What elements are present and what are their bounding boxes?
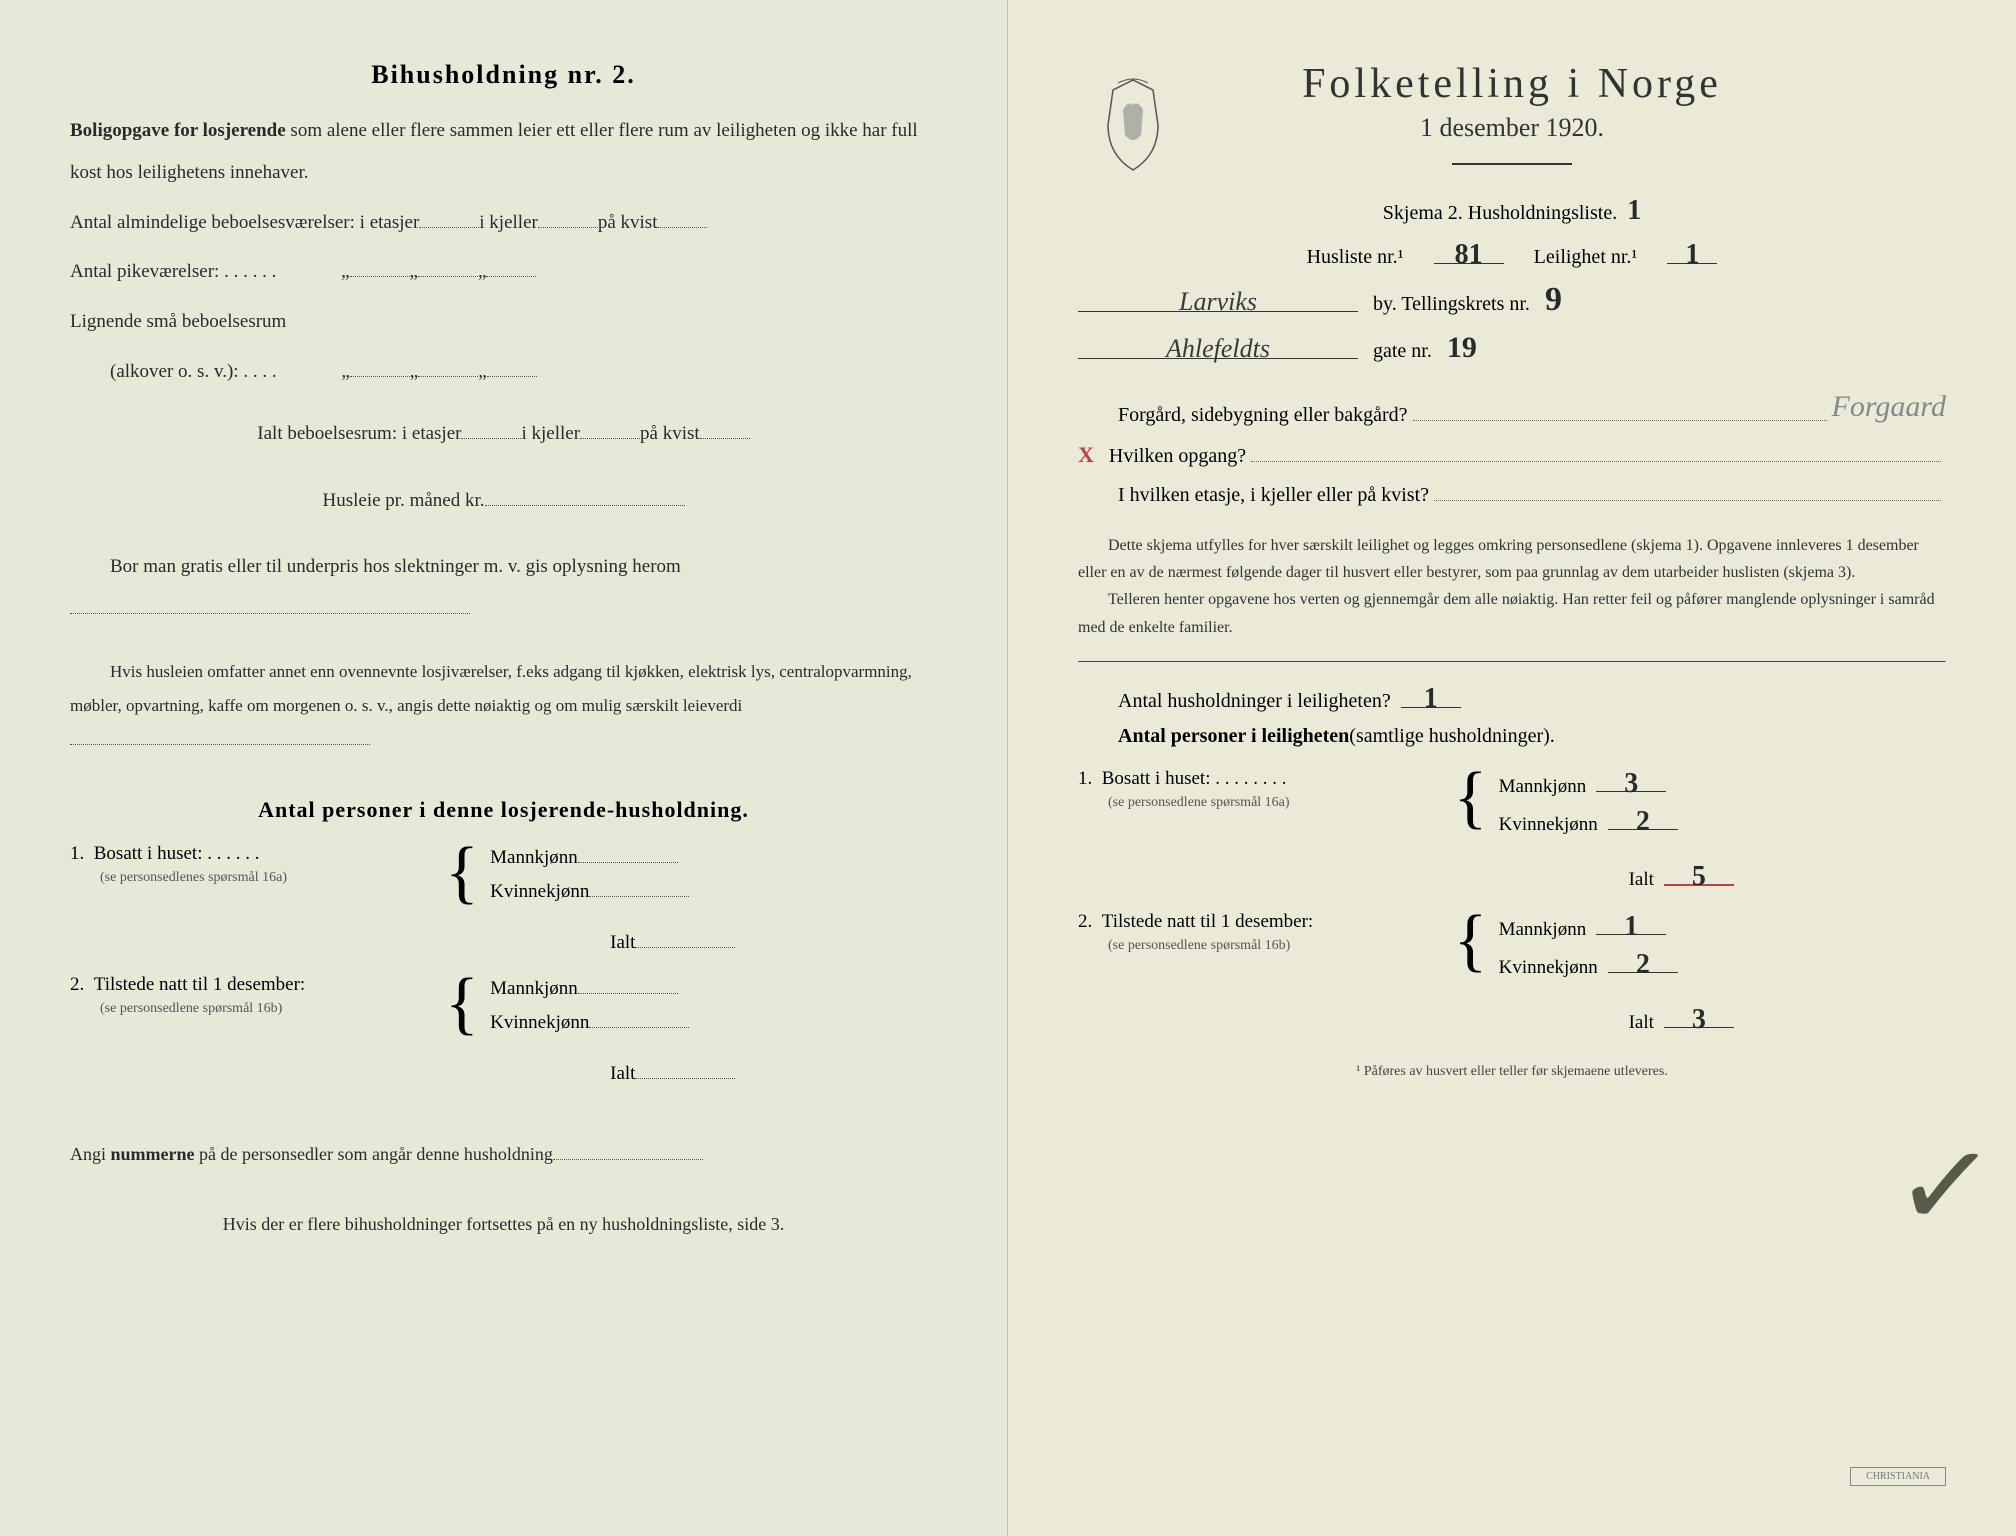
main-title: Folketelling i Norge bbox=[1078, 60, 1946, 108]
intro-bold: Boligopgave for losjerende bbox=[70, 120, 286, 141]
footnote: ¹ Påføres av husvert eller teller før sk… bbox=[1078, 1064, 1946, 1080]
left-page: Bihusholdning nr. 2. Boligopgave for los… bbox=[0, 0, 1008, 1536]
gratis-text: Bor man gratis eller til underpris hos s… bbox=[70, 546, 937, 630]
rooms-line-3: Lignende små beboelsesrum bbox=[70, 301, 937, 343]
census-document: Bihusholdning nr. 2. Boligopgave for los… bbox=[0, 0, 2016, 1536]
instructions-1: Dette skjema utfylles for hver særskilt … bbox=[1078, 532, 1946, 586]
antal-hush-line: Antal husholdninger i leiligheten? 1 bbox=[1078, 683, 1946, 713]
coat-of-arms-icon bbox=[1093, 75, 1173, 175]
skjema-line: Skjema 2. Husholdningsliste. 1 bbox=[1078, 195, 1946, 227]
antal-pers-line: Antal personer i leiligheten (samtlige h… bbox=[1078, 725, 1946, 748]
rent-line: Husleie pr. måned kr. bbox=[70, 480, 937, 522]
note-text: Hvis husleien omfatter annet enn ovennev… bbox=[70, 655, 937, 757]
checkmark-icon: ✓ bbox=[1890, 1113, 2002, 1260]
title-divider bbox=[1452, 163, 1572, 165]
bottom-line-2: Hvis der er flere bihusholdninger fortse… bbox=[70, 1205, 937, 1245]
red-x-mark: X bbox=[1078, 442, 1094, 468]
shield-svg bbox=[1093, 75, 1173, 175]
instructions-2: Telleren henter opgavene hos verten og g… bbox=[1078, 586, 1946, 640]
left-q2-row: 2. Tilstede natt til 1 desember: (se per… bbox=[70, 974, 937, 1085]
bottom-line-1: Angi nummerne på de personsedler som ang… bbox=[70, 1135, 937, 1175]
left-q1-row: 1. Bosatt i huset: . . . . . . (se perso… bbox=[70, 843, 937, 954]
gate-line: Ahlefeldts gate nr. 19 bbox=[1078, 331, 1946, 365]
divider bbox=[1078, 661, 1946, 663]
right-page: Folketelling i Norge 1 desember 1920. Sk… bbox=[1008, 0, 2016, 1536]
rooms-line-1: Antal almindelige beboelsesværelser: i e… bbox=[70, 202, 937, 244]
right-q2-row: 2. Tilstede natt til 1 desember: (se per… bbox=[1078, 911, 1946, 1034]
by-line: Larviks by. Tellingskrets nr. 9 bbox=[1078, 281, 1946, 319]
rooms-line-3-sub: (alkover o. s. v.): . . . . „„„ bbox=[110, 351, 937, 393]
left-title: Bihusholdning nr. 2. bbox=[70, 60, 937, 90]
opgang-line: X Hvilken opgang? bbox=[1078, 441, 1946, 468]
husliste-line: Husliste nr.¹ 81 Leilighet nr.¹ 1 bbox=[1078, 239, 1946, 269]
rooms-line-2: Antal pikeværelser: . . . . . . „„„ bbox=[70, 251, 937, 293]
intro-paragraph: Boligopgave for losjerende som alene ell… bbox=[70, 110, 937, 194]
section2-title: Antal personer i denne losjerende-hushol… bbox=[70, 797, 937, 823]
total-rooms-line: Ialt beboelsesrum: i etasjeri kjellerpå … bbox=[70, 413, 937, 455]
forgard-line: Forgård, sidebygning eller bakgård? Forg… bbox=[1078, 395, 1946, 429]
right-q1-row: 1. Bosatt i huset: . . . . . . . . (se p… bbox=[1078, 768, 1946, 891]
etasje-line: I hvilken etasje, i kjeller eller på kvi… bbox=[1078, 480, 1946, 507]
stamp: CHRISTIANIA bbox=[1850, 1467, 1946, 1486]
subtitle: 1 desember 1920. bbox=[1078, 113, 1946, 143]
